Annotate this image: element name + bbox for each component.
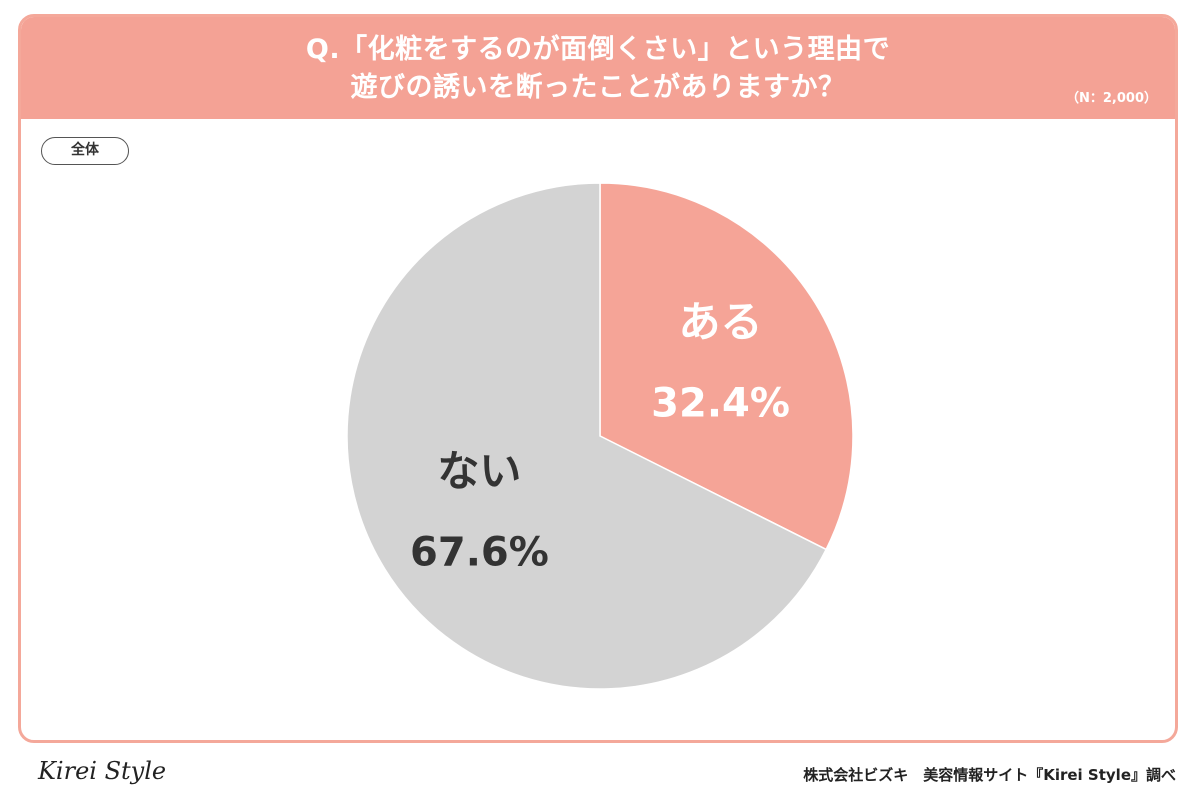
kirei-style-logo: Kirei Style xyxy=(38,757,167,785)
source-credit: 株式会社ビズキ 美容情報サイト『Kirei Style』調べ xyxy=(803,766,1176,784)
sample-size-label: （N：2,000） xyxy=(1065,91,1157,106)
question-line-2: 遊びの誘いを断ったことがありますか？ xyxy=(350,72,846,103)
pie-slice-label-1: ある xyxy=(679,298,763,347)
question-line-1: Q.「化粧をするのが面倒くさい」という理由で xyxy=(305,34,891,65)
pie-labels: ある 32.4% ない 67.6% xyxy=(410,298,790,576)
question-header: Q.「化粧をするのが面倒くさい」という理由で 遊びの誘いを断ったことがありますか… xyxy=(21,17,1175,119)
question-title: Q.「化粧をするのが面倒くさい」という理由で 遊びの誘いを断ったことがありますか… xyxy=(21,31,1175,107)
segment-badge: 全体 xyxy=(41,137,129,165)
pie-slice-value-2: 67.6% xyxy=(410,529,549,575)
pie-slice-label-2: ない xyxy=(437,446,521,495)
pie-slices xyxy=(346,182,854,690)
pie-slice-value-1: 32.4% xyxy=(651,381,790,427)
pie-slice-1 xyxy=(599,182,854,551)
pie-slice-2 xyxy=(346,182,828,690)
